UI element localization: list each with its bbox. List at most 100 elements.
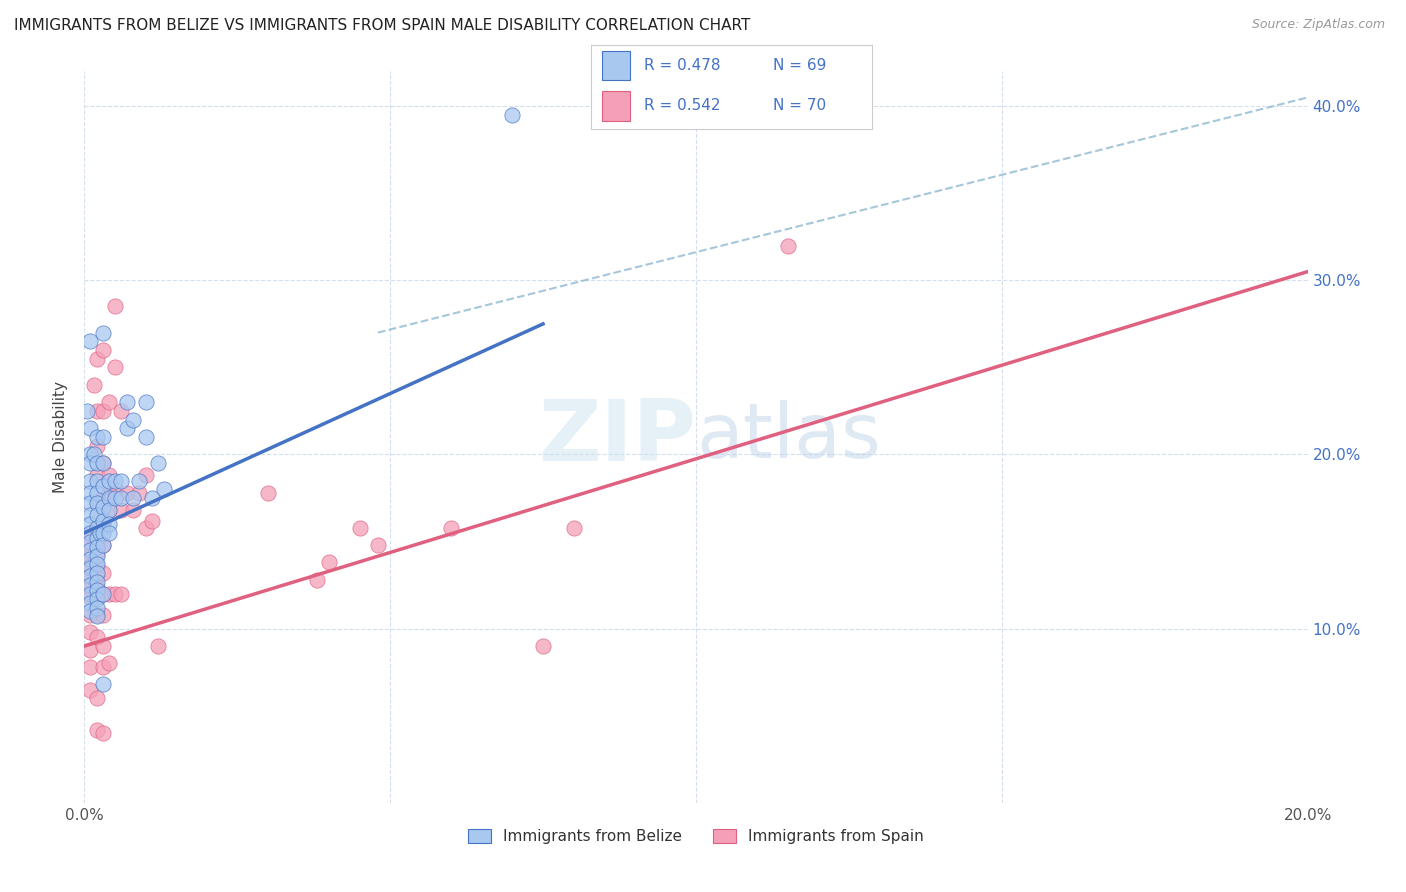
Point [86,521,108,535]
Point [104,474,127,488]
Point [141,491,163,505]
Legend: Immigrants from Belize, Immigrants from Spain: Immigrants from Belize, Immigrants from … [463,822,929,850]
Point [91,491,114,505]
Point [128,485,150,500]
Point [86,508,108,523]
Point [76,404,98,418]
Point [79,552,101,566]
Text: IMMIGRANTS FROM BELIZE VS IMMIGRANTS FROM SPAIN MALE DISABILITY CORRELATION CHAR: IMMIGRANTS FROM BELIZE VS IMMIGRANTS FRO… [14,18,751,33]
Point [79,334,101,349]
Point [91,587,114,601]
Point [79,517,101,532]
Point [86,631,108,645]
Point [79,578,101,592]
Point [79,569,101,583]
Point [110,587,132,601]
Point [153,483,176,497]
Point [86,468,108,483]
Text: atlas: atlas [696,401,880,474]
Point [86,600,108,615]
Point [79,607,101,622]
Point [79,538,101,552]
Point [110,404,132,418]
Point [97,657,120,671]
Point [135,521,157,535]
Point [79,508,101,523]
Text: ZIP: ZIP [538,395,696,479]
Point [128,474,150,488]
Point [79,660,101,674]
Point [97,503,120,517]
Point [79,496,101,510]
FancyBboxPatch shape [602,91,630,120]
Point [135,468,157,483]
Point [79,421,101,435]
Point [79,549,101,563]
Point [115,395,138,409]
Point [83,377,105,392]
Point [86,549,108,563]
Point [91,607,114,622]
Point [86,580,108,594]
Point [86,583,108,598]
Point [97,491,120,505]
Y-axis label: Male Disability: Male Disability [53,381,69,493]
Point [86,439,108,453]
Point [91,404,114,418]
Point [91,456,114,470]
Point [86,609,108,624]
Point [97,503,120,517]
Point [86,531,108,545]
Text: N = 70: N = 70 [773,98,827,112]
Point [91,587,114,601]
Point [97,395,120,409]
Point [318,556,340,570]
Point [146,456,169,470]
Point [440,521,463,535]
Point [104,360,127,375]
Point [91,517,114,532]
Text: N = 69: N = 69 [773,58,827,73]
Point [104,483,127,497]
Point [122,412,145,426]
Point [135,395,157,409]
Point [562,521,585,535]
Point [91,566,114,580]
Point [502,108,524,122]
Point [86,592,108,607]
Point [79,604,101,618]
Point [79,525,101,540]
Point [97,468,120,483]
Point [91,456,114,470]
Point [97,525,120,540]
Point [91,538,114,552]
Point [257,485,280,500]
Point [91,639,114,653]
Point [91,326,114,340]
Point [86,691,108,706]
Point [79,456,101,470]
Point [79,569,101,583]
Point [79,682,101,697]
Point [91,726,114,740]
Point [86,607,108,622]
Point [86,496,108,510]
Point [305,573,328,587]
Point [91,500,114,514]
Point [79,543,101,558]
Point [86,521,108,535]
Point [122,491,145,505]
Point [86,474,108,488]
Point [79,485,101,500]
Point [83,448,105,462]
Point [91,525,114,540]
Point [110,491,132,505]
Point [91,479,114,493]
Text: R = 0.478: R = 0.478 [644,58,720,73]
Point [79,448,101,462]
Point [86,558,108,572]
Point [86,591,108,605]
Point [91,538,114,552]
Point [86,485,108,500]
Point [110,503,132,517]
